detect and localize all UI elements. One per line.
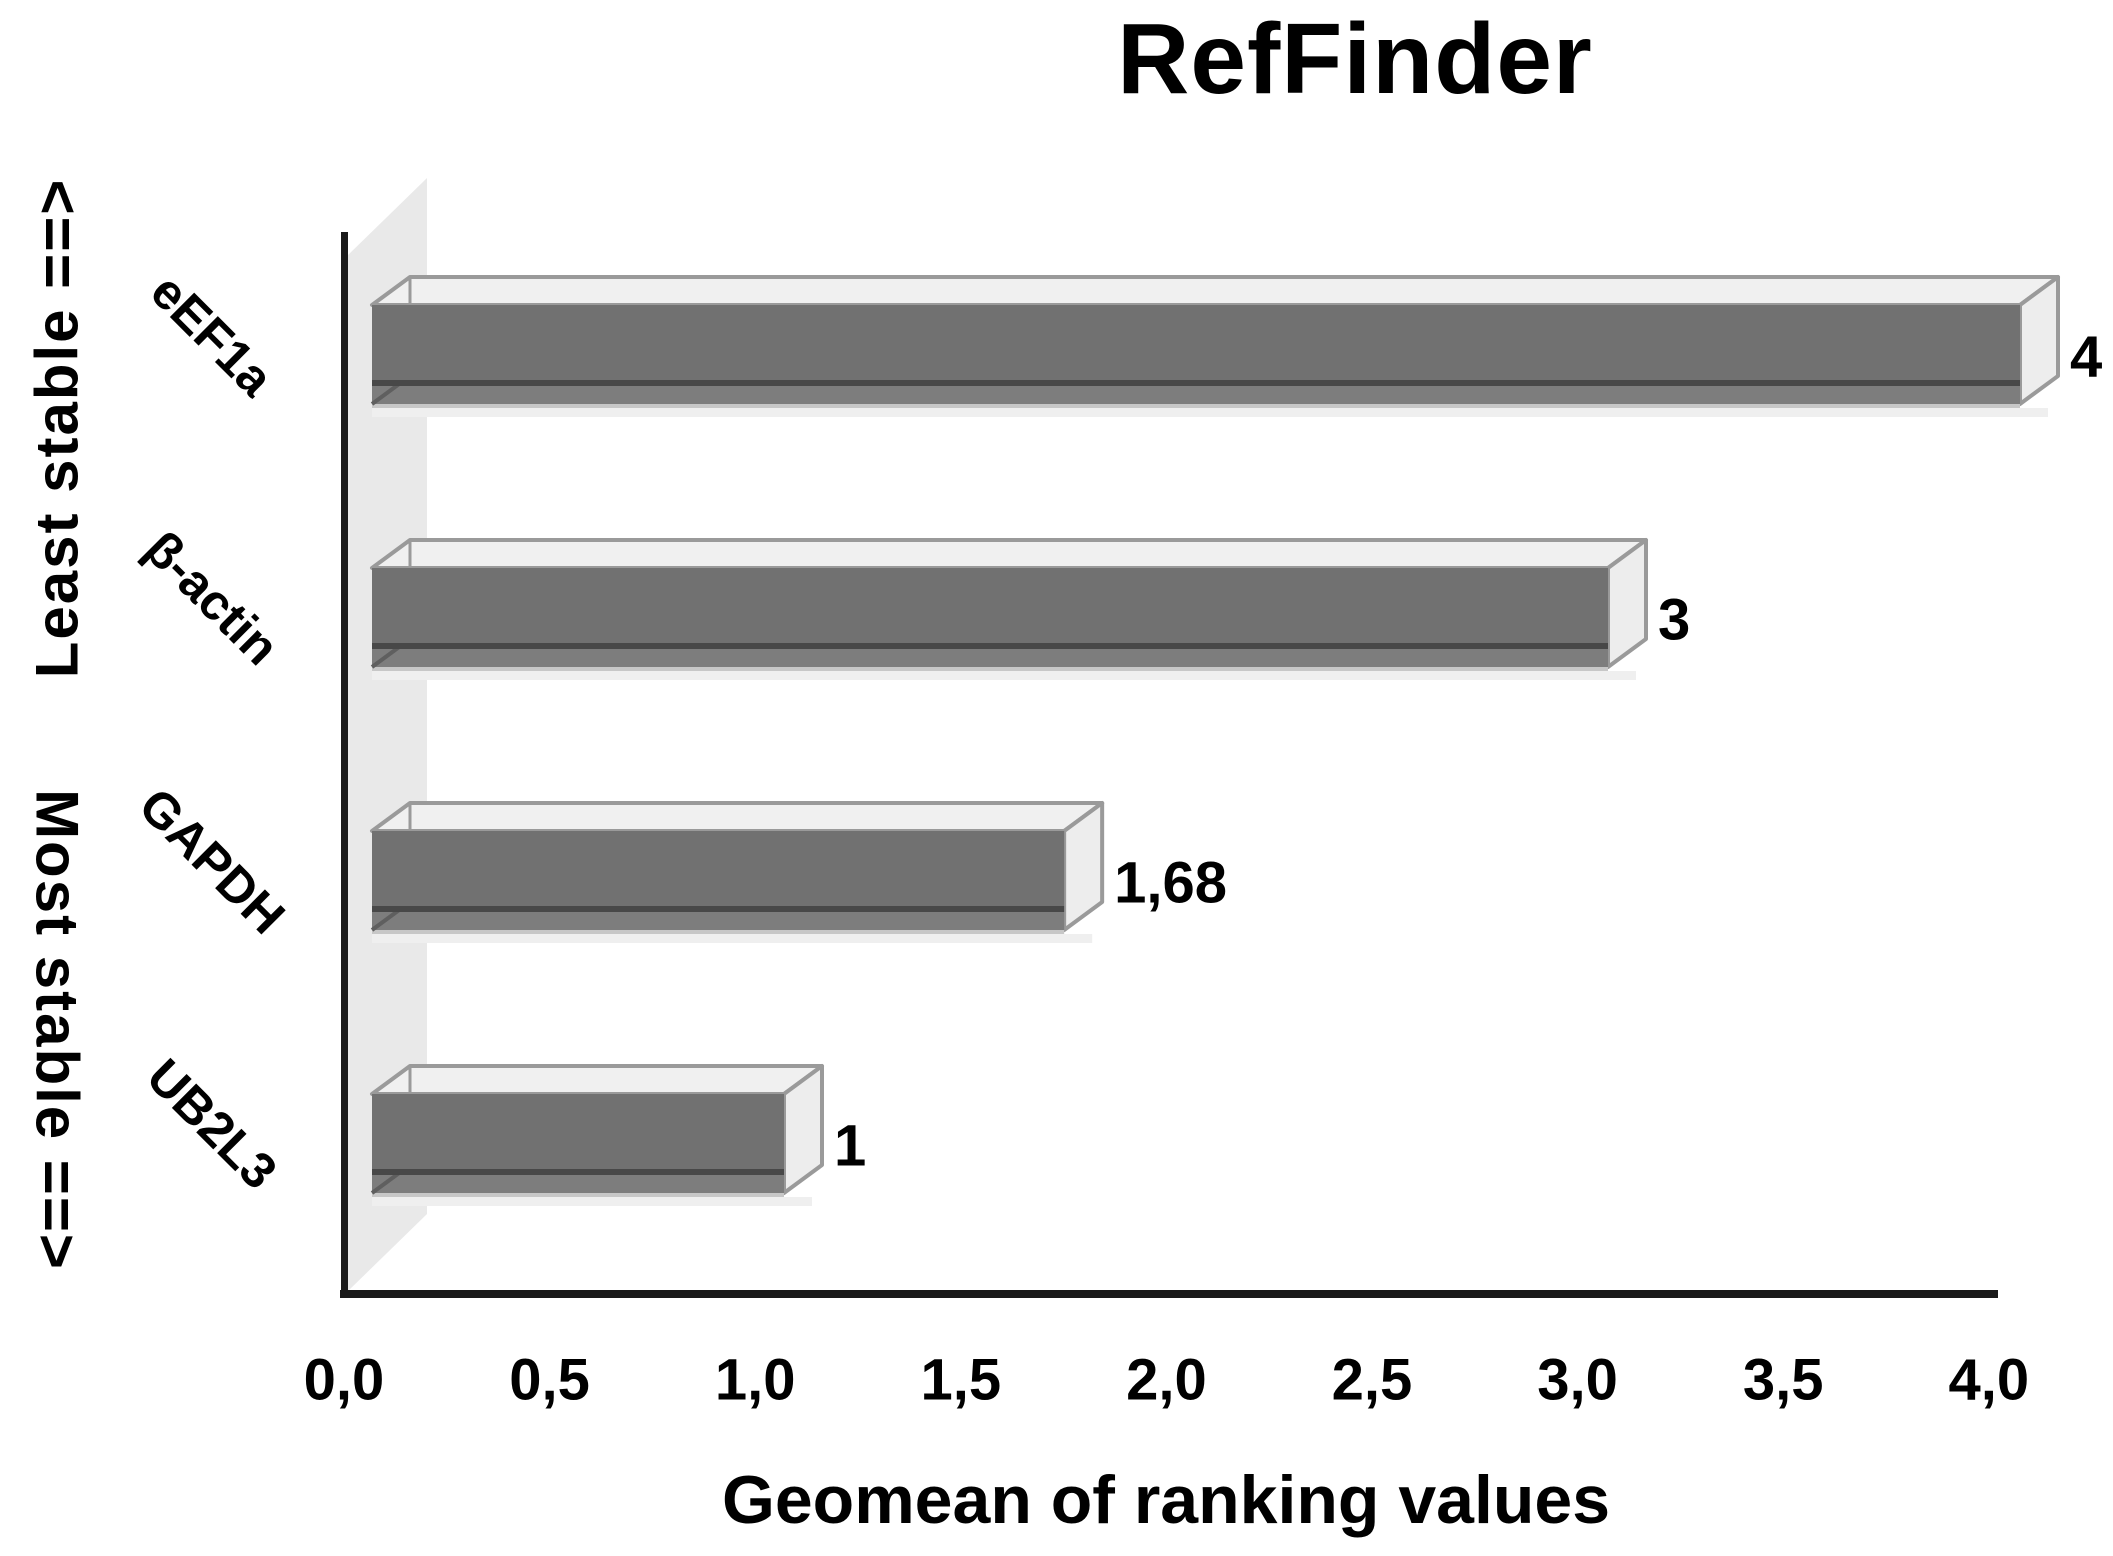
bar-lower-strip bbox=[372, 386, 2020, 404]
bar-shadow bbox=[372, 671, 1636, 680]
bar-divider bbox=[372, 643, 1608, 649]
bar-back-edge bbox=[371, 538, 411, 570]
bar-value-label: 4 bbox=[2070, 324, 2103, 390]
bar-shadow bbox=[372, 934, 1093, 943]
bar-lower-strip bbox=[372, 649, 1608, 667]
x-axis-label: Geomean of ranking values bbox=[721, 1462, 1611, 1538]
bar-top-face bbox=[370, 538, 1648, 570]
x-tick-label: 0,5 bbox=[509, 1347, 590, 1413]
bar-back-edge bbox=[371, 275, 411, 307]
bar-end-cap bbox=[1062, 801, 1105, 932]
bar-value-label: 1 bbox=[834, 1113, 867, 1179]
bar-strip-edge bbox=[372, 667, 1608, 671]
bar-top-face bbox=[370, 1064, 824, 1096]
x-tick-label: 3,5 bbox=[1742, 1347, 1824, 1413]
bar-lower-strip bbox=[372, 912, 1065, 930]
y-axis-line bbox=[341, 232, 348, 1298]
bar-front-face bbox=[372, 1094, 784, 1169]
x-axis-line bbox=[340, 1290, 1998, 1298]
bar-top-face bbox=[370, 801, 1105, 833]
most-stable-annotation: Most stable ==> bbox=[23, 789, 91, 1271]
bar-front-face bbox=[372, 305, 2020, 380]
x-tick-label: 4,0 bbox=[1948, 1347, 2030, 1413]
bar-front-face bbox=[372, 831, 1065, 906]
bar-divider bbox=[372, 1169, 784, 1175]
bar-strip-edge bbox=[372, 404, 2020, 408]
x-tick-label: 3,0 bbox=[1537, 1347, 1618, 1413]
bar-shadow bbox=[372, 408, 2048, 417]
x-tick-label: 1,0 bbox=[714, 1347, 796, 1413]
bar-value-label: 1,68 bbox=[1114, 850, 1228, 916]
bar-back-edge bbox=[371, 801, 411, 833]
back-wall bbox=[347, 178, 427, 1292]
bar-top-face bbox=[370, 275, 2060, 307]
chart-title: RefFinder bbox=[1117, 3, 1593, 115]
bar-back-edge bbox=[371, 1064, 411, 1096]
x-tick-label: 2,5 bbox=[1331, 1347, 1413, 1413]
bar-divider bbox=[372, 906, 1065, 912]
x-tick-label: 0,0 bbox=[303, 1347, 385, 1413]
bar-strip-edge bbox=[372, 1193, 784, 1197]
least-stable-annotation: Least stable ==> bbox=[23, 177, 91, 679]
bar-lower-strip bbox=[372, 1175, 784, 1193]
bar-value-label: 3 bbox=[1658, 587, 1691, 653]
bar-front-face bbox=[372, 568, 1608, 643]
bar-strip-edge bbox=[372, 930, 1065, 934]
bar-divider bbox=[372, 380, 2020, 386]
x-tick-label: 1,5 bbox=[920, 1347, 1002, 1413]
bar-shadow bbox=[372, 1197, 812, 1206]
x-tick-label: 2,0 bbox=[1126, 1347, 1207, 1413]
